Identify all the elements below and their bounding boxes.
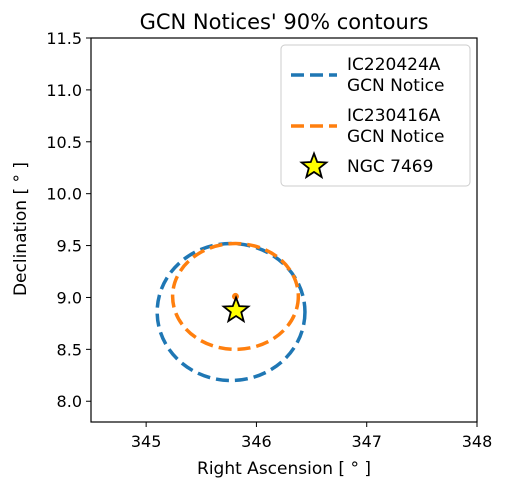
y-tick-label: 9.0 bbox=[57, 288, 82, 307]
y-tick-label: 11.0 bbox=[46, 81, 82, 100]
chart-title: GCN Notices' 90% contours bbox=[140, 10, 429, 34]
legend-entry-label: IC230416A bbox=[347, 106, 441, 126]
plot-frame bbox=[90, 37, 478, 423]
y-tick-label: 8.0 bbox=[57, 392, 82, 411]
x-tick-label: 345 bbox=[131, 432, 162, 451]
y-tick-label: 10.5 bbox=[46, 133, 82, 152]
legend-entry-label: GCN Notice bbox=[347, 76, 444, 96]
y-tick-label: 10.0 bbox=[46, 185, 82, 204]
legend-entry-label: IC220424A bbox=[347, 55, 441, 75]
x-tick-label: 348 bbox=[462, 432, 493, 451]
star-marker-point bbox=[221, 294, 251, 324]
tick-group: 345 346 347 348 8.0 8.5 9.0 9.5 10.0 10.5 11.0 11.5 bbox=[46, 29, 492, 451]
legend-handle-star bbox=[299, 150, 329, 180]
x-tick-label: 347 bbox=[351, 432, 382, 451]
legend-entry-label: GCN Notice bbox=[347, 127, 444, 147]
x-tick-label: 346 bbox=[241, 432, 272, 451]
contour-ellipse-2 bbox=[170, 241, 301, 352]
y-tick-label: 8.5 bbox=[57, 340, 82, 359]
y-tick-label: 9.5 bbox=[57, 237, 82, 256]
y-tick-label: 11.5 bbox=[46, 29, 82, 48]
plot-content bbox=[155, 241, 307, 383]
y-axis-label: Declination [ ° ] bbox=[11, 162, 31, 296]
x-axis-label: Right Ascension [ ° ] bbox=[197, 459, 371, 479]
legend-frame bbox=[280, 44, 471, 187]
legend-entry-label: NGC 7469 bbox=[347, 157, 433, 177]
